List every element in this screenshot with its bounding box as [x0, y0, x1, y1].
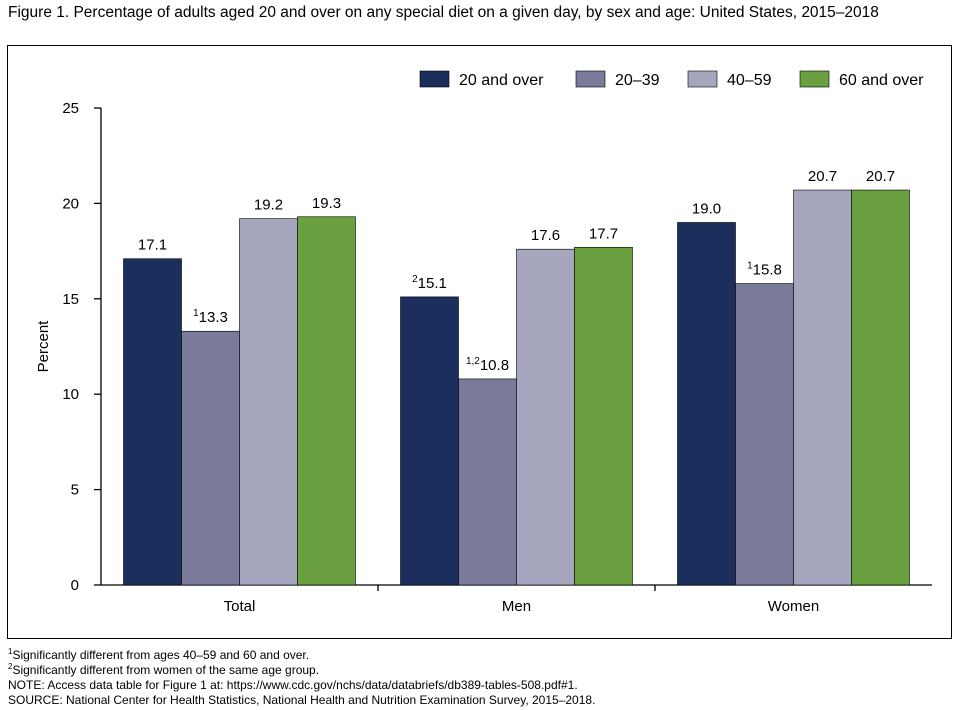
footnotes: 1Significantly different from ages 40–59…	[8, 648, 952, 708]
legend-label: 20–39	[615, 72, 660, 89]
data-label: 17.7	[589, 225, 618, 242]
data-label: 17.1	[138, 237, 167, 254]
bar	[400, 296, 459, 586]
legend-label: 40–59	[727, 72, 772, 89]
y-tick-label: 20	[62, 195, 79, 212]
y-tick-label: 10	[62, 386, 79, 403]
legend-swatch	[575, 70, 606, 88]
legend-label: 20 and over	[459, 72, 544, 89]
y-axis-label: Percent	[35, 320, 52, 373]
x-tick-label: Women	[768, 598, 819, 615]
bar	[181, 330, 240, 586]
footnote-1-marker: 1	[8, 647, 13, 656]
y-tick-label: 25	[62, 100, 79, 117]
y-tick-label: 0	[71, 577, 79, 594]
chart-frame: 0 5 10 15 20 25 Percent Total 17.1 113.3 19.2 19.3 M…	[7, 45, 952, 639]
data-label: 19.3	[312, 195, 341, 212]
figure-title: Figure 1. Percentage of adults aged 20 a…	[8, 4, 879, 21]
y-tick-label: 15	[62, 291, 79, 308]
bar	[123, 258, 182, 586]
data-label: 19.0	[692, 200, 721, 217]
x-tick-label: Total	[224, 598, 256, 615]
footnote-1: 1Significantly different from ages 40–59…	[8, 648, 952, 663]
bar	[297, 216, 356, 586]
x-tick-label: Men	[502, 598, 531, 615]
footnote-2-marker: 2	[8, 662, 13, 671]
data-label: 19.2	[254, 197, 283, 214]
data-label: 113.3	[193, 308, 228, 326]
footnote-1-text: Significantly different from ages 40–59 …	[12, 648, 310, 662]
footnote-2: 2Significantly different from women of t…	[8, 663, 952, 678]
bar	[851, 189, 910, 586]
bar	[793, 189, 852, 586]
data-label: 115.8	[747, 261, 782, 279]
data-label: 20.7	[808, 168, 837, 185]
legend-swatch	[799, 70, 830, 88]
legend-swatch	[687, 70, 718, 88]
data-label: 17.6	[531, 227, 560, 244]
footnote-2-text: Significantly different from women of th…	[12, 663, 320, 677]
source-note: SOURCE: National Center for Health Stati…	[8, 693, 596, 707]
y-tick-label: 5	[71, 482, 79, 499]
data-access-note: NOTE: Access data table for Figure 1 at:…	[8, 678, 578, 692]
bar	[574, 246, 633, 586]
bar	[677, 222, 736, 586]
data-label: 20.7	[866, 168, 895, 185]
legend-label: 60 and over	[839, 72, 924, 89]
data-label: 215.1	[412, 274, 447, 292]
bar-chart: 0 5 10 15 20 25 Percent Total 17.1 113.3 19.2 19.3 M…	[35, 70, 932, 615]
bar	[735, 283, 794, 586]
legend-swatch	[419, 70, 450, 88]
bar	[516, 248, 575, 586]
bar	[239, 218, 298, 586]
bar	[458, 378, 517, 586]
data-label: 1,210.8	[466, 356, 509, 374]
